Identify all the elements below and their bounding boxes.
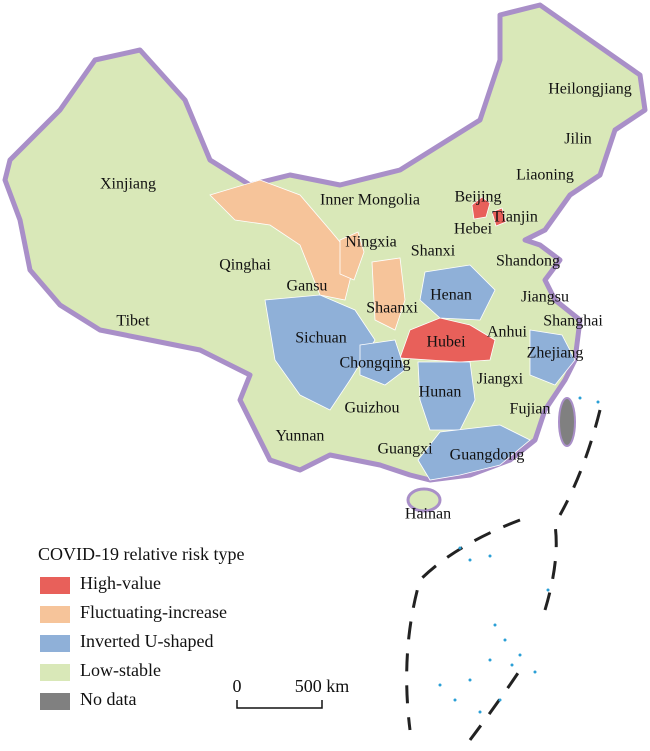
island-dot xyxy=(468,678,472,682)
legend-swatch xyxy=(40,577,70,594)
region xyxy=(471,196,491,220)
island-dot xyxy=(438,683,442,687)
scale-start: 0 xyxy=(233,676,242,696)
region xyxy=(417,424,531,481)
region xyxy=(491,207,507,227)
region-label: Hebei xyxy=(454,221,493,238)
region-label: Sichuan xyxy=(295,330,347,347)
legend-items: High-value Fluctuating-increase Inverted U… xyxy=(40,573,227,710)
island-dot xyxy=(488,554,492,558)
region-label: Henan xyxy=(430,287,472,304)
region xyxy=(399,317,496,363)
island-dot xyxy=(478,710,482,714)
region-labels: Hubei Beijing Tianjin Gansu Ningxia Shaanxi He… xyxy=(100,81,632,523)
region-label: Anhui xyxy=(487,324,528,341)
legend-title: COVID-19 relative risk type xyxy=(38,544,244,564)
region xyxy=(359,339,406,386)
region-label: Chongqing xyxy=(339,355,410,372)
island-dot xyxy=(493,623,497,627)
legend-swatch xyxy=(40,693,70,710)
region-label: Jiangsu xyxy=(521,289,569,306)
scale-end: 500 km xyxy=(295,676,350,696)
region-label: Guangdong xyxy=(450,447,525,464)
legend-swatch xyxy=(40,664,70,681)
region-label: Yunnan xyxy=(276,428,325,445)
region-label: Zhejiang xyxy=(527,345,584,362)
region-label: Hunan xyxy=(419,384,462,401)
region-label: Hubei xyxy=(426,334,466,351)
region-label: Shaanxi xyxy=(366,300,418,317)
region xyxy=(209,179,356,301)
region-label: Beijing xyxy=(454,189,501,206)
island-dot xyxy=(503,638,507,642)
island-dot xyxy=(453,698,457,702)
island-dot xyxy=(518,653,522,657)
legend: COVID-19 relative risk type High-value Fl… xyxy=(38,544,244,710)
island-dot xyxy=(533,670,537,674)
region-label: Shanghai xyxy=(543,313,603,330)
legend-label: High-value xyxy=(80,573,161,593)
island-dot xyxy=(488,658,492,662)
region xyxy=(264,294,376,411)
island-dot xyxy=(510,663,514,667)
region-shapes xyxy=(209,179,576,481)
island xyxy=(406,487,442,513)
island-dot xyxy=(498,698,502,702)
legend-label: Fluctuating-increase xyxy=(80,602,227,622)
region-label: Hainan xyxy=(405,506,451,523)
legend-label: Inverted U-shaped xyxy=(80,631,213,651)
legend-swatch xyxy=(40,606,70,623)
scale-bar: 0 500 km xyxy=(233,676,350,709)
region xyxy=(339,231,365,281)
region-label: Shanxi xyxy=(411,243,456,260)
region-label: Ningxia xyxy=(345,234,397,251)
legend-label: No data xyxy=(80,689,136,709)
region-label: Guizhou xyxy=(344,400,399,417)
region-label: Tianjin xyxy=(492,209,538,226)
region-label: Tibet xyxy=(116,313,150,330)
island-dot xyxy=(546,588,550,592)
region xyxy=(419,264,496,321)
region-label: Fujian xyxy=(510,401,551,418)
region-label: Jilin xyxy=(564,131,592,148)
legend-label: Low-stable xyxy=(80,660,161,680)
island-dot xyxy=(468,558,472,562)
island-dot xyxy=(458,546,462,550)
island-no-data xyxy=(558,397,576,447)
region-label: Qinghai xyxy=(219,257,271,274)
island-dot xyxy=(596,400,600,404)
region-label: Xinjiang xyxy=(100,176,156,193)
region-label: Jiangxi xyxy=(477,371,524,388)
region xyxy=(529,329,576,386)
region-label: Shandong xyxy=(496,253,560,270)
legend-swatch xyxy=(40,635,70,652)
region-label: Gansu xyxy=(287,278,328,295)
region-label: Heilongjiang xyxy=(548,81,632,98)
region xyxy=(371,257,406,331)
region-label: Liaoning xyxy=(516,167,574,184)
island-dot xyxy=(578,396,582,400)
region-label: Guangxi xyxy=(377,441,433,458)
scale-line xyxy=(236,700,323,709)
region-label: Inner Mongolia xyxy=(320,192,420,209)
